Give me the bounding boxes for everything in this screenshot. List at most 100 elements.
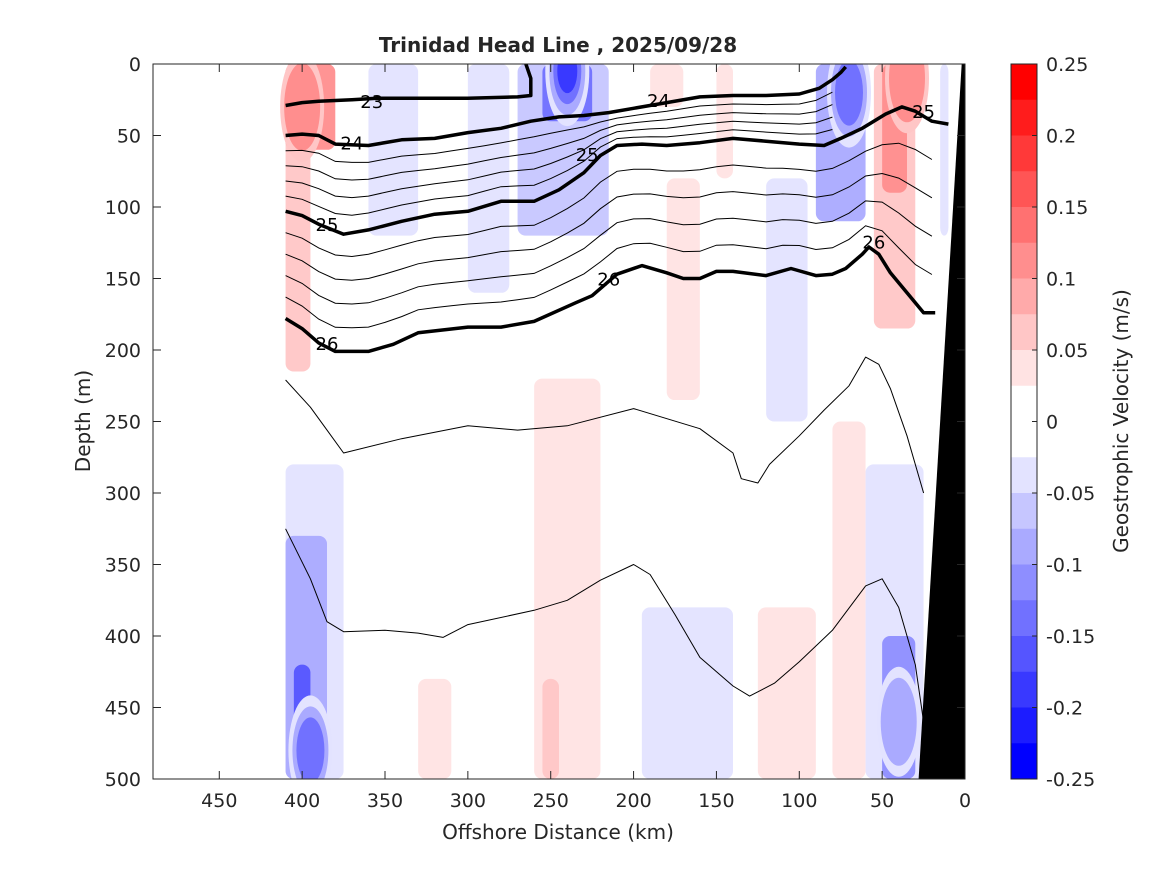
velocity-core-deep-nearshore-southward [880, 677, 917, 766]
colorbar-swatch [1011, 743, 1037, 780]
density-contour-thin [285, 172, 933, 281]
colorbar-swatch [1011, 493, 1037, 530]
velocity-band [666, 178, 700, 401]
colorbar-swatch [1011, 171, 1037, 208]
velocity-band [542, 678, 559, 779]
colorbar-swatch [1011, 64, 1037, 101]
velocity-field [280, 64, 949, 779]
density-contour-24 [285, 65, 848, 148]
density-contour-23 [285, 64, 533, 108]
y-tick-label: 500 [105, 769, 141, 791]
bathymetry-bottom [918, 64, 965, 779]
colorbar-tick-label: -0.1 [1046, 555, 1083, 577]
contour-label: 25 [316, 215, 339, 236]
velocity-band [940, 64, 949, 236]
contour-label: 23 [360, 92, 383, 113]
density-contour-25 [285, 105, 949, 236]
colorbar-tick-label: 0 [1046, 412, 1058, 434]
colorbar-tick-label: 0.15 [1046, 197, 1088, 219]
colorbar: 0.25 0.2 0.15 0.1 0.05 0 -0.05 -0.1 -0.15 -0.2 -0.… [1010, 54, 1095, 791]
colorbar-tick-label: -0.25 [1046, 769, 1095, 791]
contour-label: 24 [340, 134, 363, 155]
velocity-band [766, 178, 808, 422]
velocity-band [467, 64, 510, 293]
colorbar-swatch [1011, 600, 1037, 637]
y-tick-label: 50 [117, 126, 141, 148]
colorbar-swatch [1011, 278, 1037, 315]
density-contour-26 [284, 245, 936, 354]
x-axis-label: Offshore Distance (km) [442, 820, 674, 844]
density-contour-thin [285, 200, 933, 305]
velocity-core-shelf-break-southward-jet [835, 64, 863, 126]
colorbar-swatch [1011, 207, 1037, 244]
colorbar-swatch [1011, 457, 1037, 494]
velocity-band [757, 607, 816, 779]
colorbar-swatch [1011, 350, 1037, 387]
density-contour-thin [285, 116, 833, 199]
velocity-core-deep-offshore-southward [296, 717, 325, 779]
colorbar-tick-label: 0.2 [1046, 126, 1076, 148]
velocity-band [418, 678, 452, 779]
colorbar-swatch [1011, 564, 1037, 601]
y-axis-label: Depth (m) [71, 370, 95, 472]
density-contour-deep [285, 356, 925, 494]
x-tick-label: 250 [533, 790, 569, 812]
contour-label: 26 [597, 270, 620, 291]
colorbar-swatch [1011, 242, 1037, 279]
colorbar-tick-label: 0.25 [1046, 54, 1088, 76]
x-tick-label: 300 [450, 790, 486, 812]
velocity-band [368, 64, 419, 236]
colorbar-tick-label: 0.1 [1046, 269, 1076, 291]
density-contour-thin [285, 91, 833, 163]
velocity-core-core-southward-jet [557, 64, 578, 94]
y-tick-label: 350 [105, 555, 141, 577]
chart-title: Trinidad Head Line , 2025/09/28 [379, 33, 737, 57]
velocity-band [650, 64, 684, 107]
colorbar-label: Geostrophic Velocity (m/s) [1109, 289, 1133, 553]
colorbar-swatch [1011, 528, 1037, 565]
velocity-band [641, 607, 733, 779]
y-tick-label: 450 [105, 698, 141, 720]
colorbar-swatch [1011, 671, 1037, 708]
colorbar-tick-label: -0.05 [1046, 483, 1095, 505]
x-tick-label: 200 [615, 790, 651, 812]
x-tick-label: 400 [284, 790, 320, 812]
contour-label: 25 [576, 145, 599, 166]
plot-area: 23 24 25 24 25 25 26 26 26 450 400 350 300 250 200 150… [105, 54, 971, 812]
colorbar-swatch [1011, 99, 1037, 136]
x-tick-label: 350 [367, 790, 403, 812]
colorbar-swatch [1011, 421, 1037, 458]
x-tick-label: 100 [781, 790, 817, 812]
y-tick-label: 250 [105, 412, 141, 434]
colorbar-tick-label: -0.15 [1046, 626, 1095, 648]
contour-label: 26 [862, 232, 885, 253]
colorbar-swatch [1011, 707, 1037, 744]
contour-label: 26 [316, 334, 339, 355]
y-axis-ticks: 0 50 100 150 200 250 300 350 400 450 500 [105, 54, 965, 791]
contour-label: 24 [647, 91, 670, 112]
velocity-core-offshore-northward-jet [284, 64, 321, 151]
colorbar-swatch [1011, 636, 1037, 673]
density-contour-thin [285, 142, 933, 258]
x-tick-label: 450 [201, 790, 237, 812]
x-tick-label: 0 [959, 790, 971, 812]
y-tick-label: 100 [105, 197, 141, 219]
density-contour-thin [285, 225, 933, 329]
x-tick-label: 50 [870, 790, 894, 812]
y-tick-label: 0 [129, 54, 141, 76]
x-axis-ticks: 450 400 350 300 250 200 150 100 50 0 [201, 64, 971, 812]
colorbar-swatch [1011, 385, 1037, 422]
density-contours: 23 24 25 24 25 25 26 26 26 [284, 64, 949, 722]
colorbar-tick-label: 0.05 [1046, 340, 1088, 362]
contour-label: 25 [912, 102, 935, 123]
velocity-band [716, 64, 733, 179]
x-tick-label: 150 [698, 790, 734, 812]
colorbar-swatch [1011, 314, 1037, 351]
y-tick-label: 400 [105, 626, 141, 648]
density-contour-thin [285, 129, 833, 216]
y-tick-label: 300 [105, 483, 141, 505]
y-tick-label: 200 [105, 340, 141, 362]
colorbar-swatch [1011, 135, 1037, 172]
velocity-band [832, 421, 866, 779]
